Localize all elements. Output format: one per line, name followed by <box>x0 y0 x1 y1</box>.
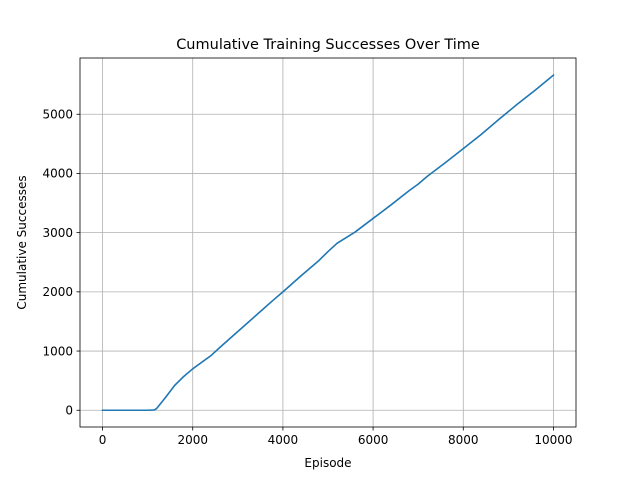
y-tick-label: 1000 <box>42 344 73 358</box>
chart-title: Cumulative Training Successes Over Time <box>176 37 480 53</box>
y-axis-ticks: 0 1000 2000 3000 4000 5000 <box>42 108 80 418</box>
x-tick-label: 6000 <box>358 433 389 447</box>
grid <box>80 58 576 427</box>
x-axis-title: Episode <box>304 456 351 470</box>
x-tick-label: 0 <box>99 433 107 447</box>
y-axis-title: Cumulative Successes <box>15 175 29 309</box>
plot-frame <box>79 57 577 428</box>
y-tick-label: 0 <box>65 404 73 418</box>
x-tick-label: 10000 <box>534 433 572 447</box>
y-tick-label: 3000 <box>42 226 73 240</box>
y-tick-label: 5000 <box>42 108 73 122</box>
series-group <box>101 74 555 412</box>
y-tick-label: 4000 <box>42 167 73 181</box>
x-tick-label: 8000 <box>448 433 479 447</box>
series-line <box>101 74 555 412</box>
y-tick-label: 2000 <box>42 285 73 299</box>
x-tick-label: 2000 <box>177 433 208 447</box>
x-axis-ticks: 0 2000 4000 6000 8000 10000 <box>99 427 573 447</box>
x-tick-label: 4000 <box>268 433 299 447</box>
